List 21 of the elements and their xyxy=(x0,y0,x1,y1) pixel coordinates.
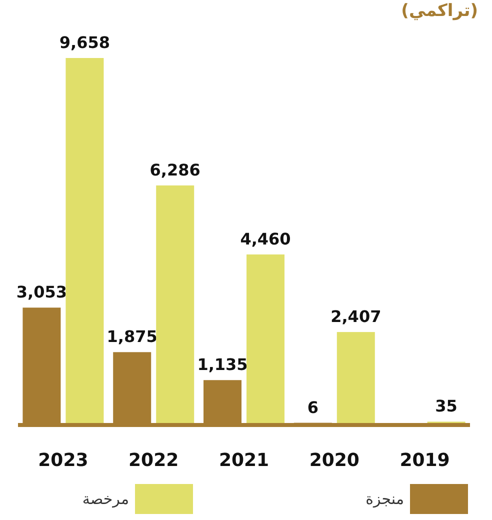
x-tick-label: 2020 xyxy=(309,450,360,471)
data-label: 1,135 xyxy=(197,355,248,374)
bar xyxy=(246,254,284,423)
chart-title: (تراكمي) xyxy=(401,1,478,21)
x-tick-label: 2019 xyxy=(400,450,450,471)
x-tick-label: 2023 xyxy=(38,450,88,471)
bar xyxy=(156,185,194,423)
x-tick-label: 2022 xyxy=(128,450,179,471)
data-label: 6 xyxy=(307,398,318,417)
bar xyxy=(66,58,104,423)
x-tick-label: 2021 xyxy=(218,450,270,471)
legend-label: مرخصة xyxy=(82,490,129,508)
data-label: 1,875 xyxy=(106,327,158,346)
data-label: 2,407 xyxy=(330,307,382,326)
legend-label: منجزة xyxy=(366,490,404,508)
data-label: 4,460 xyxy=(240,229,291,248)
bar xyxy=(336,332,375,423)
data-label: 35 xyxy=(435,396,458,416)
data-label: 6,286 xyxy=(150,160,200,180)
data-label: 3,053 xyxy=(16,282,68,302)
data-label: 9,658 xyxy=(59,33,110,52)
